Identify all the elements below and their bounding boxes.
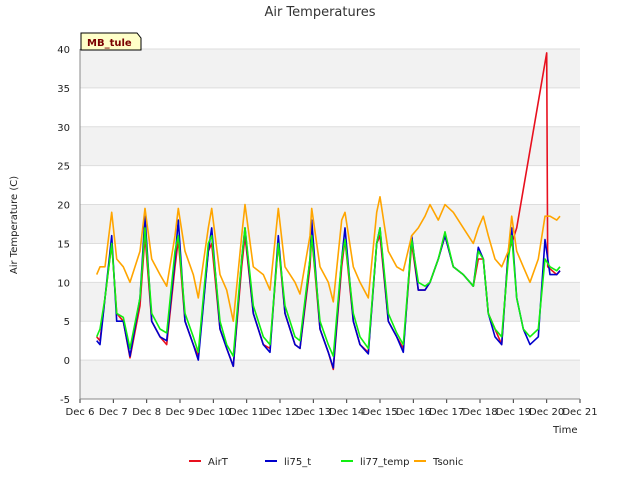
background-band [80,204,580,244]
x-axis-label: Time [552,425,577,436]
y-tick-label: -5 [60,395,70,406]
legend-label: Tsonic [432,457,463,468]
x-tick-label: Dec 18 [462,407,497,418]
y-tick-label: 35 [57,84,70,95]
x-tick-label: Dec 20 [529,407,564,418]
legend-label: li77_temp [360,457,409,468]
x-tick-label: Dec 15 [362,407,397,418]
series-line-tsonic [95,196,561,322]
x-tick-label: Dec 8 [132,407,161,418]
background-band [80,49,580,88]
x-tick-label: Dec 14 [329,407,364,418]
y-tick-label: 40 [57,45,70,56]
legend-label: li75_t [284,457,311,468]
series-line-li77-temp [95,227,561,357]
x-tick-label: Dec 21 [562,407,597,418]
x-tick-label: Dec 12 [262,407,297,418]
chart-title: Air Temperatures [264,5,375,20]
y-tick-label: 10 [57,278,70,289]
background-band [80,126,580,166]
axes [79,49,581,403]
legend: AirT li75_t li77_temp Tsonic [189,457,463,468]
y-tick-label: 5 [64,317,70,328]
site-label-box: MB_tule [80,32,142,51]
x-tick-label: Dec 6 [66,407,95,418]
series-lines [95,52,561,371]
y-tick-label: 30 [57,123,70,134]
background-bands [80,49,580,399]
x-tick-label: Dec 17 [429,407,464,418]
site-label: MB_tule [87,38,132,49]
y-tick-label: 15 [57,239,70,250]
y-tick-label: 0 [64,356,70,367]
x-tick-label: Dec 10 [196,407,231,418]
legend-label: AirT [208,457,229,468]
y-tick-label: 20 [57,201,70,212]
x-tick-label: Dec 7 [99,407,128,418]
y-tick-label: 25 [57,162,70,173]
x-tick-label: Dec 11 [229,407,264,418]
x-tick-label: Dec 19 [496,407,531,418]
background-band [80,360,580,399]
x-tick-label: Dec 9 [166,407,195,418]
x-tick-label: Dec 16 [396,407,431,418]
y-axis-label: Air Temperature (C) [9,176,20,274]
x-tick-label: Dec 13 [296,407,331,418]
